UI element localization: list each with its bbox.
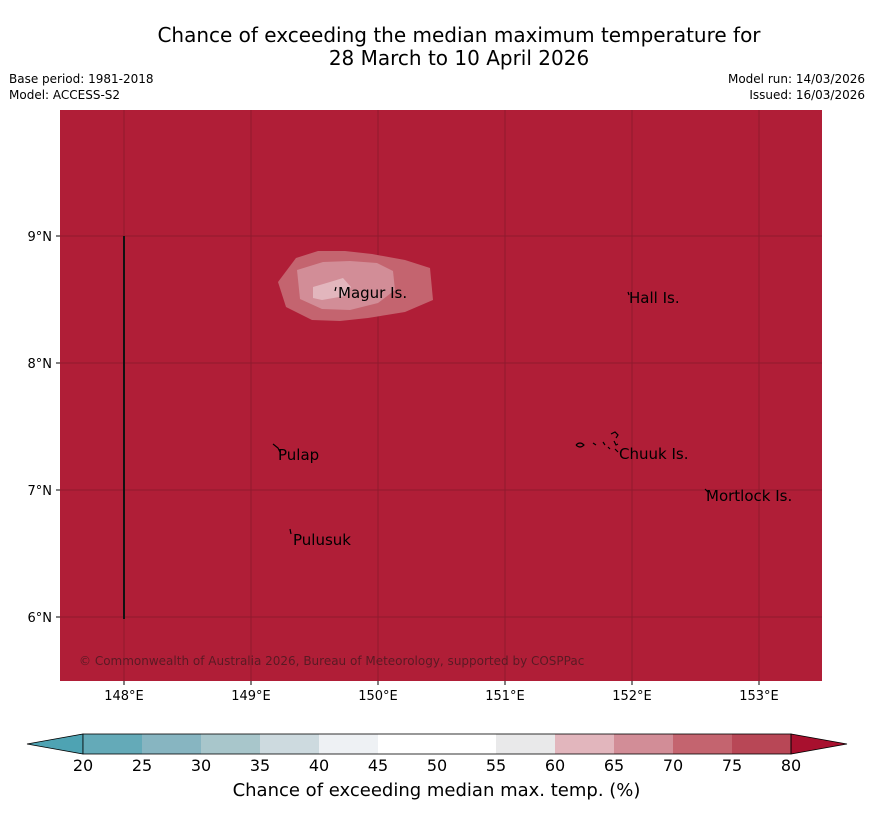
colorbar-segment: [142, 734, 201, 754]
island-markers: [272, 286, 709, 535]
colorbar-tick-label: 35: [249, 756, 271, 775]
lat-ticks: [56, 235, 60, 618]
lon-label-149e: 149°E: [231, 689, 271, 704]
lon-label-151e: 151°E: [485, 689, 525, 704]
colorbar-low-arrow: [26, 733, 84, 755]
lat-label-7n: 7°N: [28, 484, 53, 499]
lon-label-153e: 153°E: [739, 689, 779, 704]
colorbar-tick-label: 50: [426, 756, 448, 775]
lat-label-6n: 6°N: [28, 611, 53, 626]
colorbar-segment: [555, 734, 614, 754]
lon-label-152e: 152°E: [612, 689, 652, 704]
colorbar-segment: [260, 734, 319, 754]
model-run-text: Model run: 14/03/2026: [727, 72, 865, 86]
colorbar-tick-label: 55: [485, 756, 507, 775]
colorbar-tick-label: 60: [544, 756, 566, 775]
colorbar-segment: [378, 734, 437, 754]
map-title-line1: Chance of exceeding the median maximum t…: [157, 23, 761, 47]
map-area: [60, 110, 822, 681]
colorbar-tick-label: 80: [780, 756, 802, 775]
colorbar-tick-label: 70: [662, 756, 684, 775]
colorbar-segment: [496, 734, 555, 754]
lat-label-9n: 9°N: [28, 230, 53, 245]
place-label-pulap: Pulap: [278, 446, 319, 464]
colorbar-high-arrow: [790, 733, 848, 755]
model-text: Model: ACCESS-S2: [9, 88, 121, 102]
colorbar-tick-label: 30: [190, 756, 212, 775]
colorbar-segment: [319, 734, 378, 754]
lon-label-148e: 148°E: [104, 689, 144, 704]
place-label-magur: Magur Is.: [338, 284, 407, 302]
colorbar-segment: [437, 734, 496, 754]
place-label-mortlock: Mortlock Is.: [706, 487, 792, 505]
meta-right: Model run: 14/03/2026 Issued: 16/03/2026: [728, 71, 865, 103]
colorbar-segment: [614, 734, 673, 754]
map-title-line2: 28 March to 10 April 2026: [328, 46, 590, 70]
place-label-hall: Hall Is.: [629, 289, 680, 307]
colorbar: [26, 733, 848, 755]
contour-60: [313, 278, 351, 300]
place-label-chuuk: Chuuk Is.: [619, 445, 688, 463]
colorbar-tick-label: 20: [72, 756, 94, 775]
copyright-text: © Commonwealth of Australia 2026, Bureau…: [79, 654, 584, 668]
colorbar-segment: [201, 734, 260, 754]
colorbar-tick-label: 45: [367, 756, 389, 775]
colorbar-tick-label: 40: [308, 756, 330, 775]
place-label-pulusuk: Pulusuk: [293, 531, 351, 549]
colorbar-tick-label: 25: [131, 756, 153, 775]
colorbar-label: Chance of exceeding median max. temp. (%…: [232, 780, 641, 801]
lon-label-150e: 150°E: [358, 689, 398, 704]
lon-ticks: [123, 681, 760, 685]
colorbar-tick-label: 65: [603, 756, 625, 775]
colorbar-segment: [732, 734, 791, 754]
lat-label-8n: 8°N: [28, 357, 53, 372]
issued-text: Issued: 16/03/2026: [749, 88, 865, 102]
colorbar-outline: [82, 733, 792, 755]
colorbar-segment: [673, 734, 732, 754]
colorbar-segment: [83, 734, 142, 754]
base-period-text: Base period: 1981-2018: [9, 72, 154, 86]
colorbar-tick-label: 75: [721, 756, 743, 775]
meta-left: Base period: 1981-2018 Model: ACCESS-S2: [9, 71, 154, 103]
